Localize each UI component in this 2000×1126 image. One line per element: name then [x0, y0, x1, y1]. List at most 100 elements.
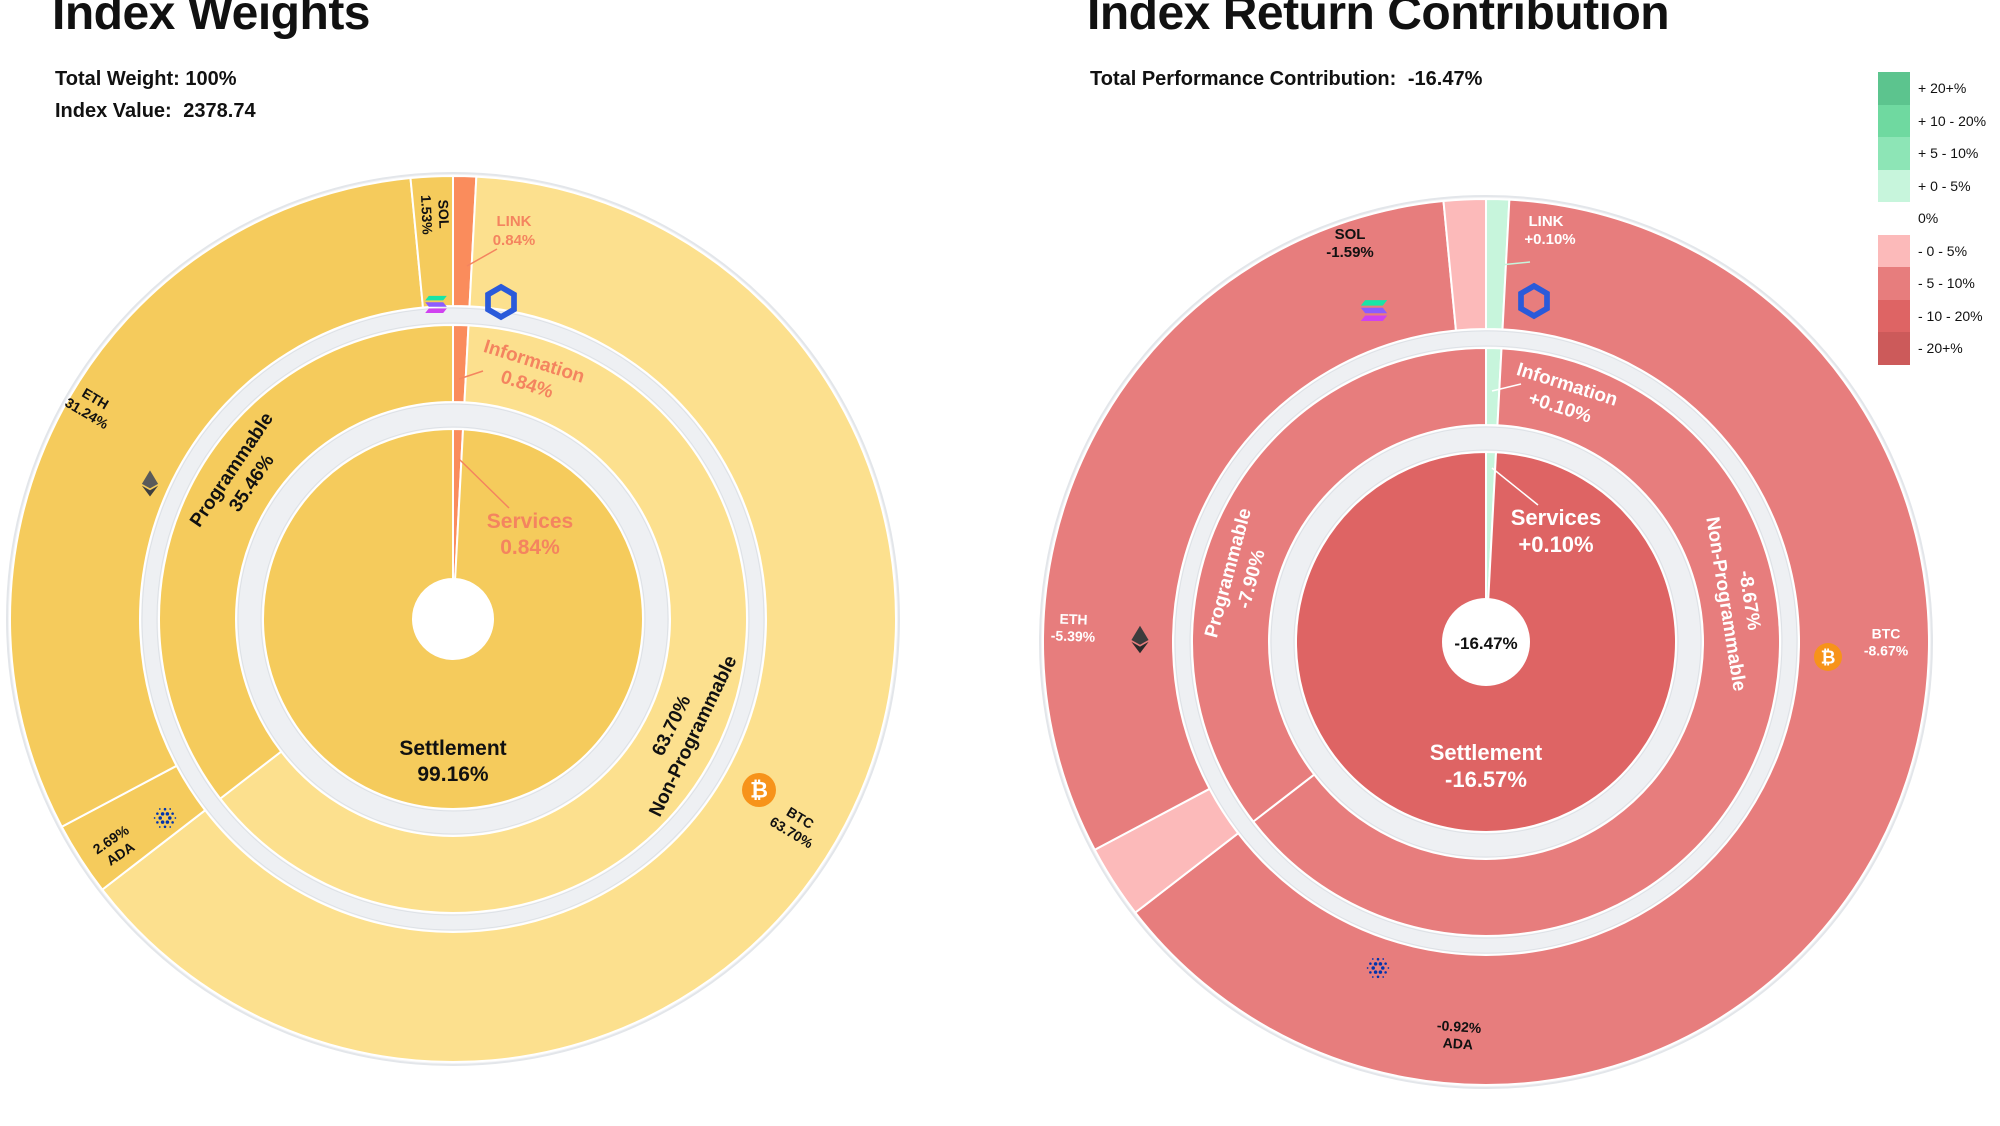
legend-label: - 5 - 10%	[1918, 275, 1975, 292]
r-btc-label-line: BTC	[1872, 626, 1901, 642]
services-label: Services	[487, 510, 573, 533]
r-settlement-value: -16.57%	[1445, 767, 1527, 792]
total-weight-label: Total Weight:	[55, 68, 180, 90]
r-ada-label-line: ADA	[1442, 1034, 1473, 1052]
chainlink-icon	[1518, 282, 1550, 320]
ethereum-icon	[1131, 625, 1149, 654]
legend-swatch	[1878, 267, 1910, 300]
total-performance: Total Performance Contribution: -16.47%	[1090, 68, 1482, 91]
ring-separator-outer	[1174, 330, 1798, 954]
index-value-value: 2378.74	[183, 100, 256, 122]
information-leader-line	[458, 370, 484, 380]
color-legend: + 20+% + 10 - 20% + 5 - 10% + 0 - 5% 0% - 0 -…	[1878, 72, 1986, 365]
ethereum-icon	[141, 470, 159, 497]
r-btc-label-group: BTC-8.67%	[1864, 626, 1909, 659]
subsector-segment-non-programmable[interactable]	[218, 324, 748, 914]
r-link-value: +0.10%	[1524, 231, 1575, 248]
total-performance-label: Total Performance Contribution:	[1090, 68, 1397, 90]
legend-swatch	[1878, 72, 1910, 105]
bitcoin-icon: ₿	[742, 773, 776, 807]
legend-swatch	[1878, 299, 1910, 332]
index-value: Index Value: 2378.74	[55, 100, 256, 123]
ring-separator-outer	[141, 307, 765, 931]
legend-item: + 0 - 5%	[1878, 169, 1986, 202]
center-hole	[413, 579, 493, 659]
legend-swatch	[1878, 234, 1910, 267]
subsector-segment-non-programmable[interactable]	[1251, 347, 1781, 937]
legend-label: 0%	[1918, 210, 1939, 227]
asset-segment-sol[interactable]	[409, 174, 454, 309]
subsector-segment-programmable[interactable]	[1191, 346, 1487, 824]
sol-label-line: SOL	[435, 199, 452, 229]
r-link-leader-line	[1499, 261, 1531, 266]
index-value-label: Index Value:	[55, 100, 172, 122]
legend-swatch	[1878, 332, 1910, 365]
legend-item: + 5 - 10%	[1878, 137, 1986, 170]
svg-text:₿: ₿	[750, 778, 768, 804]
returns-sunburst: -16.47%Settlement-16.57%Services+0.10%Pr…	[1039, 195, 1933, 1089]
solana-icon	[425, 295, 447, 313]
r-settlement-label: Settlement	[1430, 740, 1543, 765]
legend-item: - 5 - 10%	[1878, 267, 1986, 300]
svg-text:₿: ₿	[1821, 647, 1836, 668]
asset-segment-btc[interactable]	[100, 175, 897, 1063]
link-leader-line	[466, 248, 498, 267]
r-services-label: Services	[1511, 505, 1602, 530]
link-value: 0.84%	[493, 232, 536, 249]
sol-label-line: 1.53%	[418, 195, 436, 236]
r-services-leader-line	[1491, 467, 1539, 506]
asset-segment-sol[interactable]	[1442, 197, 1487, 332]
legend-label: + 0 - 5%	[1918, 177, 1971, 194]
r-eth-label-line: -5.39%	[1051, 627, 1096, 645]
total-performance-value: -16.47%	[1407, 68, 1483, 90]
legend-item: - 0 - 5%	[1878, 234, 1986, 267]
solana-icon	[1360, 300, 1388, 321]
legend-item: + 20+%	[1878, 72, 1986, 105]
legend-label: + 10 - 20%	[1918, 112, 1987, 129]
legend-item: + 10 - 20%	[1878, 104, 1987, 137]
chainlink-icon	[485, 283, 517, 321]
asset-segment-eth[interactable]	[9, 176, 425, 829]
r-sol-label: SOL	[1335, 226, 1366, 243]
link-label: LINK	[497, 213, 532, 230]
legend-item: 0%	[1878, 202, 1986, 235]
r-sol-value: -1.59%	[1326, 244, 1374, 261]
legend-swatch	[1878, 137, 1910, 170]
legend-item: - 20+%	[1878, 332, 1986, 365]
r-ada-label-group: -0.92%ADA	[1436, 1017, 1482, 1053]
legend-swatch	[1878, 202, 1910, 235]
total-weight: Total Weight: 100%	[55, 68, 237, 91]
legend-swatch	[1878, 104, 1910, 137]
legend-label: - 10 - 20%	[1918, 307, 1983, 324]
weights-sunburst: Settlement99.16%Services0.84%Programmabl…	[6, 172, 900, 1066]
asset-segment-eth[interactable]	[1042, 199, 1458, 852]
legend-label: - 20+%	[1918, 340, 1963, 357]
legend-item: - 10 - 20%	[1878, 299, 1986, 332]
services-value: 0.84%	[500, 536, 560, 559]
ring-separator-inner	[1270, 426, 1702, 858]
legend-swatch	[1878, 169, 1910, 202]
settlement-value: 99.16%	[417, 763, 489, 786]
cardano-icon	[1366, 957, 1390, 979]
r-eth-label-group: ETH-5.39%	[1051, 611, 1096, 645]
center-total-bg	[1442, 598, 1530, 686]
legend-label: + 20+%	[1918, 80, 1967, 97]
cardano-icon	[153, 807, 177, 829]
legend-label: + 5 - 10%	[1918, 145, 1979, 162]
r-eth-label-line: ETH	[1059, 611, 1088, 628]
settlement-label: Settlement	[399, 737, 506, 760]
total-weight-value: 100%	[185, 68, 237, 90]
r-information-leader-line	[1491, 383, 1522, 392]
asset-segment-btc[interactable]	[1133, 198, 1930, 1086]
legend-label: - 0 - 5%	[1918, 242, 1968, 259]
bitcoin-icon: ₿	[1814, 643, 1842, 671]
returns-title: Index Return Contribution	[1087, 0, 1670, 40]
services-leader-line	[458, 458, 510, 509]
center-total-label: -16.47%	[1454, 634, 1517, 653]
r-link-label: LINK	[1529, 213, 1564, 230]
subsector-segment-programmable[interactable]	[158, 323, 454, 801]
r-services-value: +0.10%	[1518, 532, 1593, 557]
r-btc-label-line: -8.67%	[1864, 643, 1909, 659]
